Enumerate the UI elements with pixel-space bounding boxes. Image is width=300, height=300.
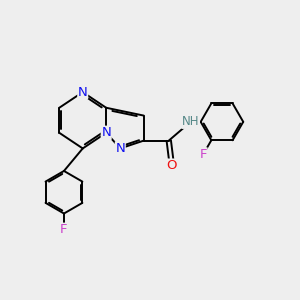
Text: NH: NH <box>182 115 200 128</box>
Text: F: F <box>60 223 68 236</box>
Text: N: N <box>101 126 111 139</box>
Text: N: N <box>116 142 125 155</box>
Text: N: N <box>78 85 88 99</box>
Text: F: F <box>200 148 207 161</box>
Text: O: O <box>167 159 177 172</box>
